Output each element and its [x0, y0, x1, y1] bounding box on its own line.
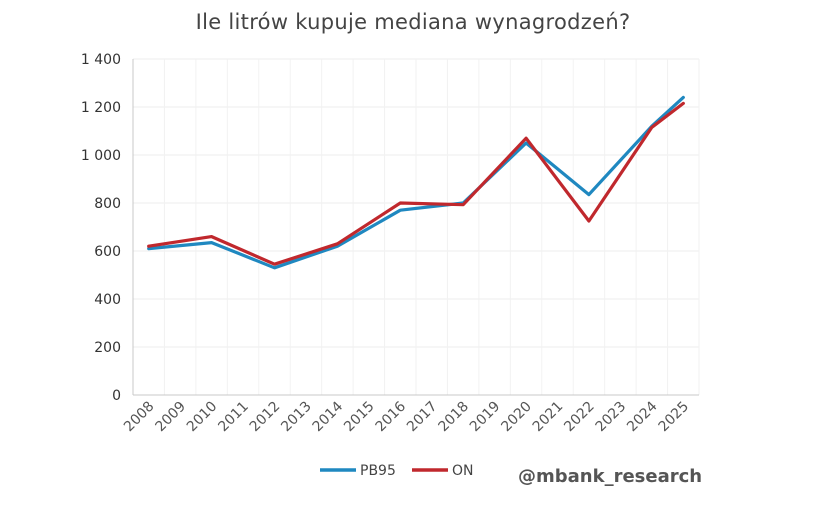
x-tick-label: 2013 [278, 399, 315, 436]
grid-lines [132, 58, 700, 396]
series-line-pb95 [147, 95, 685, 270]
y-tick-label: 1 400 [81, 52, 121, 68]
x-tick-label: 2011 [215, 399, 252, 436]
x-tick-label: 2014 [310, 398, 347, 435]
x-tick-label: 2019 [467, 399, 504, 436]
x-tick-label: 2021 [530, 399, 567, 436]
x-tick-label: 2015 [341, 399, 378, 436]
series-line-on [147, 101, 685, 266]
x-tick-label: 2018 [435, 399, 472, 436]
y-axis-ticks: 0 200 400 600 800 1 000 1 200 1 400 [81, 52, 121, 404]
x-tick-label: 2024 [624, 398, 661, 435]
series-lines [147, 95, 685, 270]
x-tick-label: 2023 [593, 399, 630, 436]
x-tick-label: 2010 [184, 399, 221, 436]
legend: PB95 ON [320, 463, 474, 479]
x-tick-label: 2020 [498, 399, 535, 436]
y-tick-label: 1 000 [81, 148, 121, 164]
axes [132, 59, 699, 396]
y-tick-label: 400 [94, 292, 121, 308]
y-tick-label: 0 [112, 388, 121, 404]
legend-label-pb95: PB95 [360, 463, 396, 479]
watermark: @mbank_research [518, 466, 703, 487]
chart-title: Ile litrów kupuje mediana wynagrodzeń? [195, 10, 631, 34]
x-tick-label: 2008 [121, 399, 158, 436]
x-tick-label: 2022 [561, 399, 598, 436]
legend-label-on: ON [452, 463, 474, 479]
x-tick-label: 2009 [152, 399, 189, 436]
x-tick-label: 2016 [373, 398, 410, 435]
x-tick-label: 2025 [656, 399, 693, 436]
y-tick-label: 600 [94, 244, 121, 260]
x-axis-ticks: 2008200920102011201220132014201520162017… [121, 398, 692, 435]
x-tick-label: 2012 [247, 399, 284, 436]
x-tick-label: 2017 [404, 399, 441, 436]
y-tick-label: 1 200 [81, 100, 121, 116]
y-tick-label: 200 [94, 340, 121, 356]
y-tick-label: 800 [94, 196, 121, 212]
